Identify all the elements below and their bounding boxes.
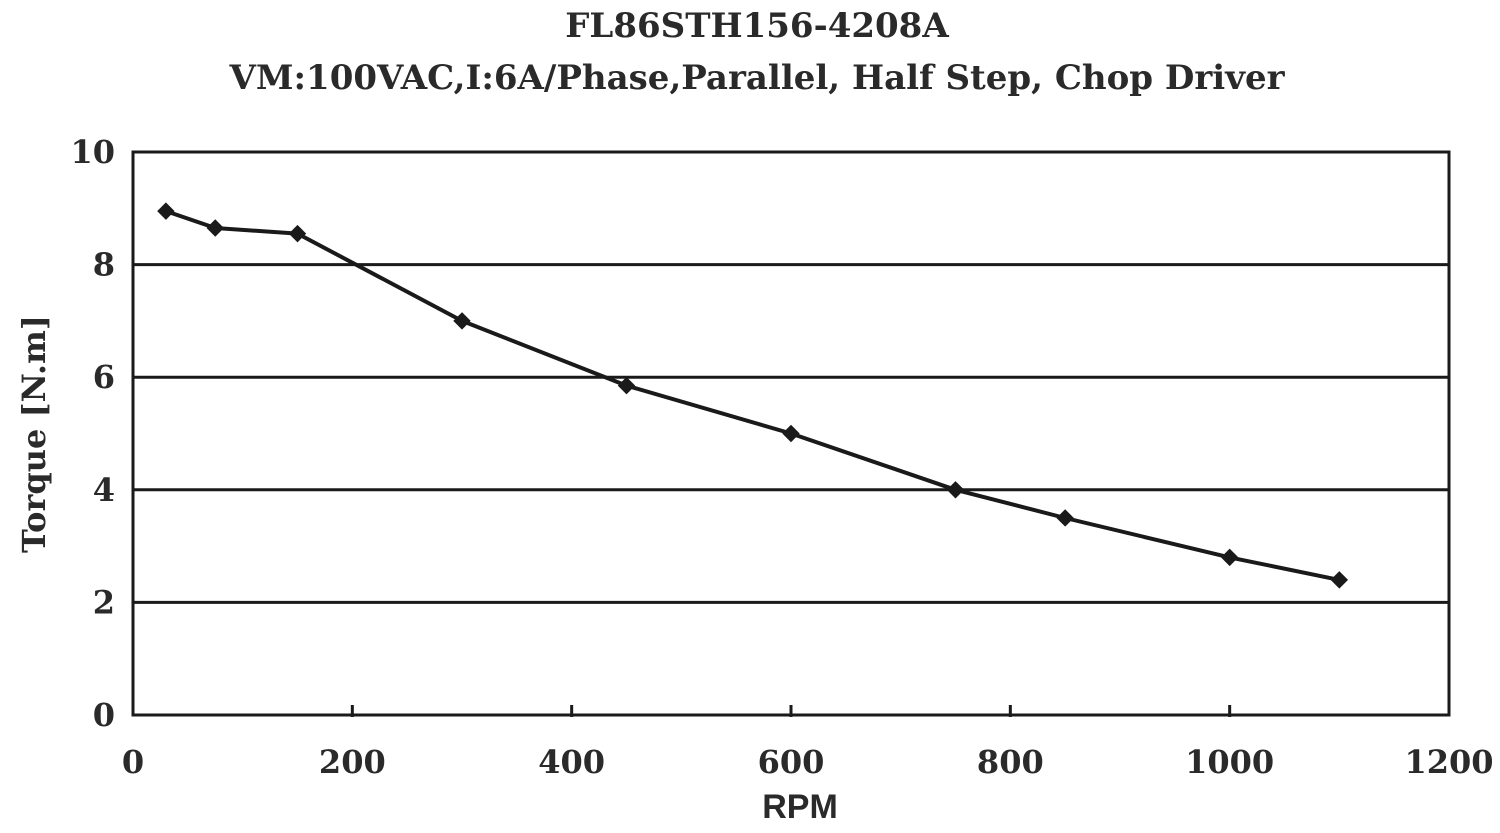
x-tick-label: 1200 — [1404, 743, 1493, 781]
x-tick-label: 1000 — [1185, 743, 1274, 781]
x-tick-label: 200 — [319, 743, 386, 781]
x-tick-label: 800 — [977, 743, 1044, 781]
data-point — [617, 376, 636, 395]
series-layer — [157, 202, 1349, 589]
y-tick-label: 6 — [93, 358, 115, 396]
x-tick-label: 0 — [122, 743, 144, 781]
y-tick-label: 4 — [93, 471, 115, 509]
data-point — [1220, 548, 1239, 567]
x-tick-label: 400 — [538, 743, 605, 781]
axis-ticks: 0 2 4 6 8 10 0 200 400 600 800 1000 1200 — [70, 133, 1493, 781]
data-point — [1056, 509, 1074, 527]
y-tick-label: 2 — [93, 583, 115, 621]
data-point — [1330, 571, 1349, 589]
y-axis-label: Torque [N.m] — [15, 315, 53, 553]
y-tick-label: 0 — [93, 696, 115, 734]
data-point — [946, 481, 965, 499]
data-point — [288, 224, 307, 243]
y-tick-label: 8 — [93, 246, 115, 284]
data-point — [206, 219, 224, 237]
chart-subtitle: VM:100VAC,I:6A/Phase,Parallel, Half Step… — [228, 58, 1285, 98]
data-point — [782, 424, 800, 443]
x-tick-label: 600 — [758, 743, 825, 781]
x-axis-label: RPM — [762, 788, 838, 826]
data-point — [453, 312, 471, 330]
y-tick-label: 10 — [70, 133, 115, 171]
chart-title: FL86STH156-4208A — [565, 6, 949, 46]
series-line — [163, 209, 1342, 582]
data-point — [157, 202, 175, 220]
